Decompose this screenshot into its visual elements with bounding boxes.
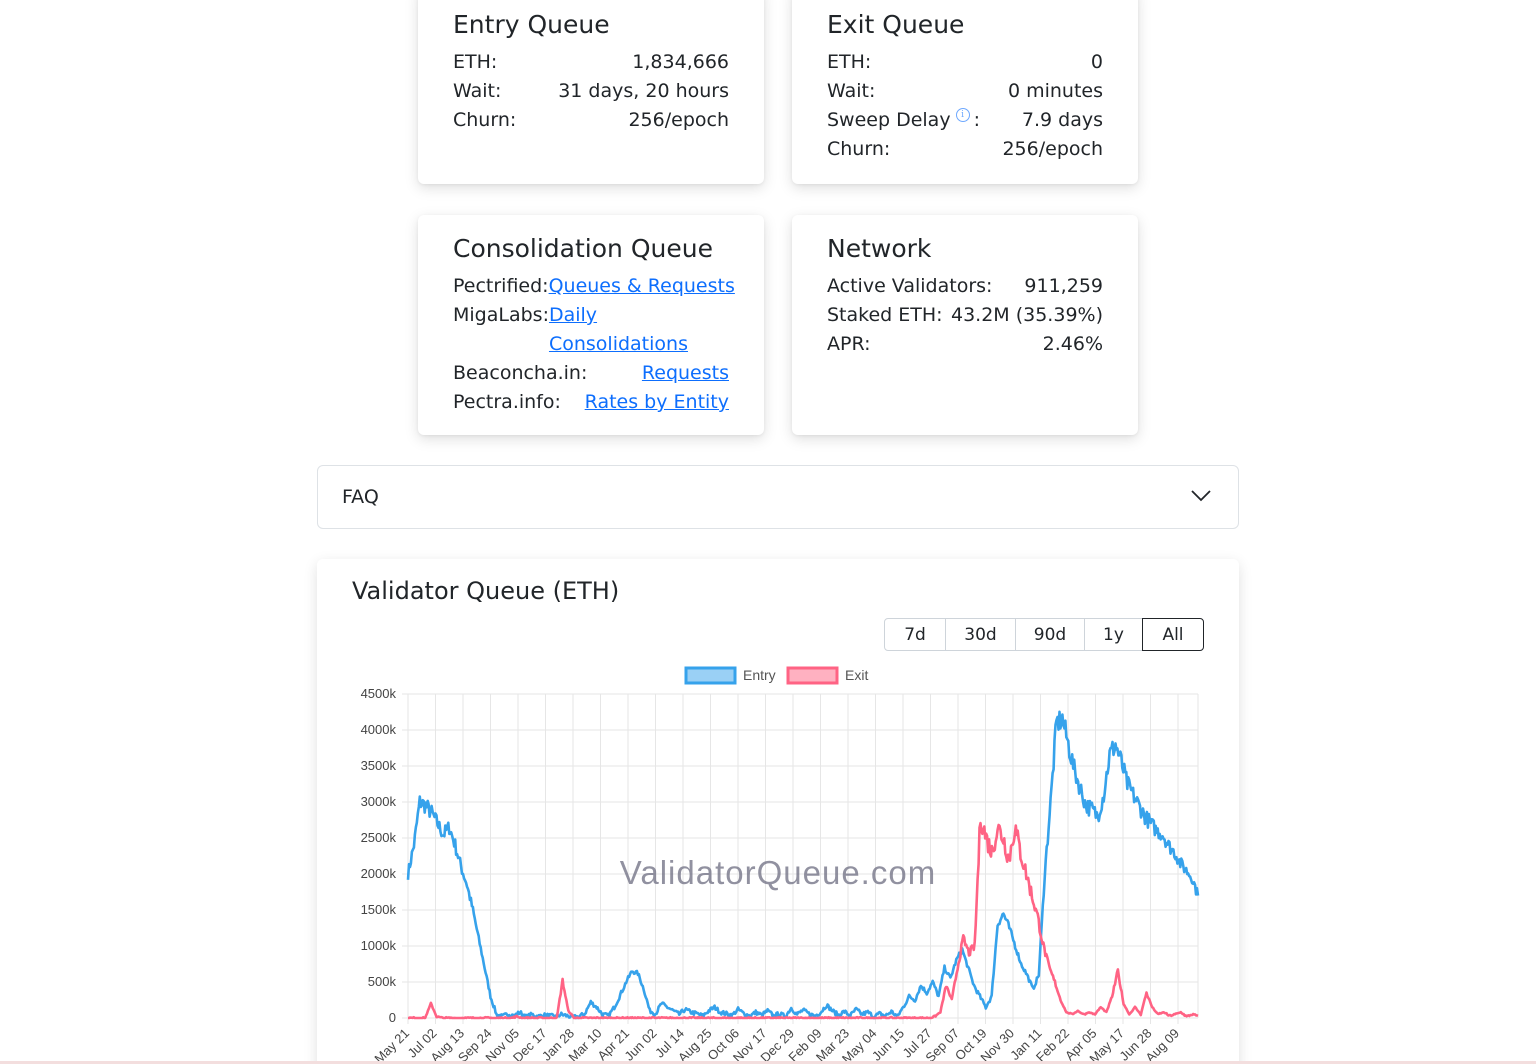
entry-queue-card: Entry Queue ETH: 1,834,666 Wait: 31 days… xyxy=(418,0,764,184)
page-bottom-divider xyxy=(0,1061,1536,1064)
beaconchain-row: Beaconcha.in: Requests xyxy=(453,359,729,388)
daily-consolidations-link[interactable]: Daily xyxy=(548,304,598,326)
network-title: Network xyxy=(827,234,932,263)
exit-churn-value: 256/epoch xyxy=(1002,138,1103,160)
apr-row: APR: 2.46% xyxy=(827,330,1103,359)
pectra-info-label: Pectra.info: xyxy=(453,391,561,413)
exit-wait-value: 0 minutes xyxy=(1007,80,1103,102)
active-validators-label: Active Validators: xyxy=(827,275,993,297)
range-1y-button[interactable]: 1y xyxy=(1084,618,1143,651)
y-tick-label: 3500k xyxy=(361,758,397,773)
entry-eth-value: 1,834,666 xyxy=(632,51,729,73)
sweep-delay-label: Sweep Delay xyxy=(827,109,951,131)
exit-churn-row: Churn: 256/epoch xyxy=(827,135,1103,164)
exit-series-line xyxy=(407,821,1199,1020)
y-tick-label: 2500k xyxy=(361,830,397,845)
sweep-delay-row: Sweep Delay i: 7.9 days xyxy=(827,106,1103,135)
network-card: Network Active Validators: 911,259 Stake… xyxy=(792,215,1138,435)
staked-eth-label: Staked ETH: xyxy=(827,304,943,326)
beaconchain-label: Beaconcha.in: xyxy=(453,362,588,384)
consolidation-queue-card: Consolidation Queue Pectrified: Queues &… xyxy=(418,215,764,435)
staked-eth-row: Staked ETH: 43.2M (35.39%) xyxy=(827,301,1103,330)
entry-wait-value: 31 days, 20 hours xyxy=(558,80,729,102)
chevron-down-icon[interactable] xyxy=(1190,484,1212,506)
info-icon[interactable]: i xyxy=(955,108,970,122)
entry-series-line xyxy=(406,710,1200,1020)
daily-consolidations-link-cont[interactable]: Consolidations xyxy=(548,333,688,355)
consolidation-queue-title: Consolidation Queue xyxy=(453,234,713,263)
range-7d-button[interactable]: 7d xyxy=(884,618,946,651)
exit-legend-swatch[interactable] xyxy=(786,666,839,685)
entry-wait-label: Wait: xyxy=(453,80,502,102)
entry-churn-row: Churn: 256/epoch xyxy=(453,106,729,135)
exit-eth-row: ETH: 0 xyxy=(827,48,1103,77)
entry-legend-swatch[interactable] xyxy=(684,666,737,685)
y-tick-label: 4500k xyxy=(361,686,397,701)
y-tick-label: 500k xyxy=(368,974,397,989)
exit-wait-row: Wait: 0 minutes xyxy=(827,77,1103,106)
pectrified-label: Pectrified: xyxy=(453,275,549,297)
requests-link[interactable]: Requests xyxy=(641,362,729,384)
faq-label: FAQ xyxy=(342,486,379,508)
migalabs-label: MigaLabs: xyxy=(453,304,549,326)
entry-churn-label: Churn: xyxy=(453,109,517,131)
watermark: ValidatorQueue.com xyxy=(620,854,936,891)
time-range-selector: 7d 30d 90d 1y All xyxy=(884,618,1204,651)
range-all-button[interactable]: All xyxy=(1142,618,1204,651)
exit-legend-label[interactable]: Exit xyxy=(845,667,868,683)
exit-queue-card: Exit Queue ETH: 0 Wait: 0 minutes Sweep … xyxy=(792,0,1138,184)
exit-eth-value: 0 xyxy=(1090,51,1103,73)
exit-churn-label: Churn: xyxy=(827,138,891,160)
y-tick-label: 3000k xyxy=(361,794,397,809)
x-tick-label: May 21 xyxy=(371,1026,412,1064)
migalabs-row: MigaLabs: Daily Consolidations xyxy=(453,301,729,359)
staked-eth-value: 43.2M (35.39%) xyxy=(950,304,1103,326)
active-validators-row: Active Validators: 911,259 xyxy=(827,272,1103,301)
y-tick-label: 1000k xyxy=(361,938,397,953)
y-tick-label: 0 xyxy=(389,1010,396,1025)
exit-queue-title: Exit Queue xyxy=(827,10,965,39)
y-tick-label: 1500k xyxy=(361,902,397,917)
entry-wait-row: Wait: 31 days, 20 hours xyxy=(453,77,729,106)
apr-label: APR: xyxy=(827,333,871,355)
rates-by-entity-link[interactable]: Rates by Entity xyxy=(584,391,729,413)
entry-churn-value: 256/epoch xyxy=(628,109,729,131)
apr-value: 2.46% xyxy=(1042,333,1103,355)
daily-consolidations-link-group: Daily Consolidations xyxy=(549,301,688,359)
sweep-delay-label-group: Sweep Delay i: xyxy=(827,106,980,135)
y-tick-label: 4000k xyxy=(361,722,397,737)
queues-requests-link[interactable]: Queues & Requests xyxy=(548,275,735,297)
y-tick-label: 2000k xyxy=(361,866,397,881)
pectra-info-row: Pectra.info: Rates by Entity xyxy=(453,388,729,417)
exit-wait-label: Wait: xyxy=(827,80,876,102)
pectrified-row: Pectrified: Queues & Requests xyxy=(453,272,735,301)
sweep-delay-value: 7.9 days xyxy=(1021,109,1103,131)
entry-eth-row: ETH: 1,834,666 xyxy=(453,48,729,77)
chart-section-title: Validator Queue (ETH) xyxy=(352,577,620,605)
validator-queue-chart-card: Validator Queue (ETH) 7d 30d 90d 1y All xyxy=(317,559,1239,1064)
exit-eth-label: ETH: xyxy=(827,51,872,73)
active-validators-value: 911,259 xyxy=(1024,275,1103,297)
sweep-delay-colon: : xyxy=(973,109,980,131)
entry-eth-label: ETH: xyxy=(453,51,498,73)
faq-accordion[interactable]: FAQ xyxy=(317,465,1239,529)
entry-legend-label[interactable]: Entry xyxy=(743,667,776,683)
entry-queue-title: Entry Queue xyxy=(453,10,610,39)
range-30d-button[interactable]: 30d xyxy=(945,618,1016,651)
